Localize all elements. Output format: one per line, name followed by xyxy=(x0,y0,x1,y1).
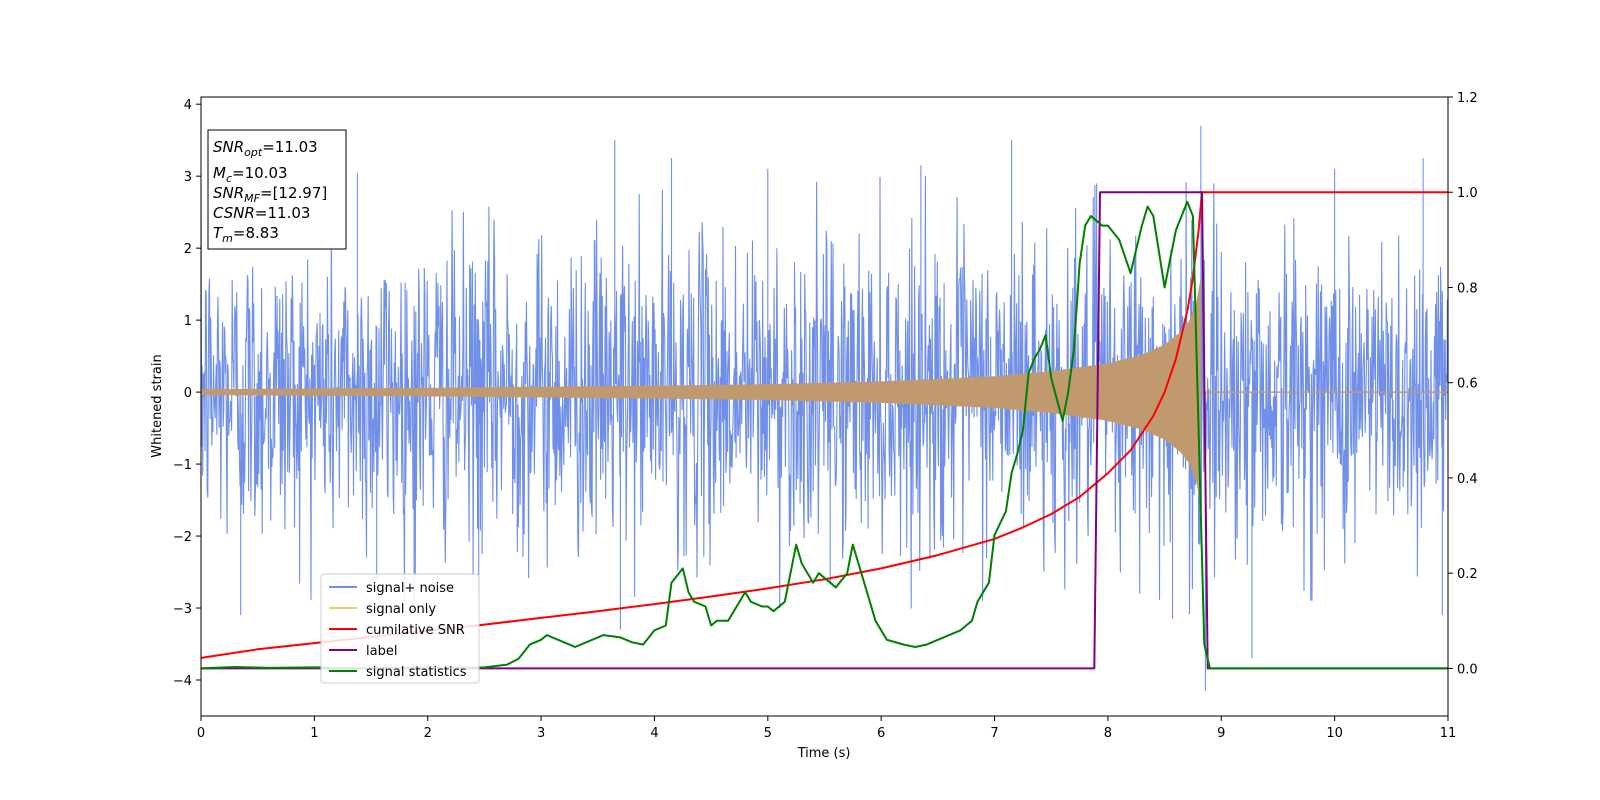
legend-frame xyxy=(320,573,480,684)
y2-tick-label: 1.0 xyxy=(1457,186,1478,201)
info-box: SNRopt=11.03 Mc=10.03SNRMF=[12.97]CSNR=11… xyxy=(207,129,347,250)
plot-series xyxy=(201,125,1448,691)
y-axis-right: 0.0 0.2 0.4 0.6 0.8 1.0 1.2 xyxy=(1448,91,1478,677)
y-tick-label: 2 xyxy=(184,242,192,257)
x-tick-label: 11 xyxy=(1440,726,1457,741)
series-signal-statistics xyxy=(201,200,1448,670)
legend-entry: signal+ noise xyxy=(366,581,454,596)
legend-entry: signal statistics xyxy=(366,665,467,680)
info-box-line: SNRopt=11.03 xyxy=(213,138,318,159)
y2-tick-label: 1.2 xyxy=(1457,91,1478,106)
y-tick-label: −1 xyxy=(173,458,192,473)
legend: signal+ noise signal only cumilative SNR la… xyxy=(320,573,480,684)
x-tick-label: 3 xyxy=(537,726,545,741)
info-box-line: Tm=8.83 xyxy=(213,224,279,245)
y-tick-label: 4 xyxy=(184,98,192,113)
y-tick-label: −2 xyxy=(173,530,192,545)
y2-tick-label: 0.0 xyxy=(1457,662,1478,677)
y-axis-label: Whitened strain xyxy=(150,354,165,457)
info-box-line: CSNR=11.03 xyxy=(213,204,310,222)
x-axis-label: Time (s) xyxy=(797,746,851,761)
y-tick-label: 1 xyxy=(184,314,192,329)
info-box-line: SNRMF=[12.97] xyxy=(213,184,327,205)
x-tick-label: 4 xyxy=(650,726,658,741)
info-box-frame xyxy=(207,129,347,250)
legend-entry: cumilative SNR xyxy=(366,623,465,638)
y2-tick-label: 0.2 xyxy=(1457,567,1478,582)
x-tick-label: 6 xyxy=(877,726,885,741)
x-axis: 0 1 2 3 4 5 6 7 8 9 10 11 xyxy=(197,716,1456,741)
x-tick-label: 1 xyxy=(310,726,318,741)
x-tick-label: 0 xyxy=(197,726,205,741)
series-signal-only-envelope xyxy=(201,276,1201,508)
y-tick-label: 0 xyxy=(184,386,192,401)
x-tick-label: 10 xyxy=(1326,726,1343,741)
info-box-line: Mc=10.03 xyxy=(213,164,288,185)
plot-frame xyxy=(200,96,1449,717)
x-tick-label: 5 xyxy=(764,726,772,741)
x-tick-label: 8 xyxy=(1104,726,1112,741)
x-tick-label: 9 xyxy=(1217,726,1225,741)
y-tick-label: −3 xyxy=(173,602,192,617)
x-tick-label: 7 xyxy=(990,726,998,741)
legend-entry: label xyxy=(366,644,397,659)
y2-tick-label: 0.4 xyxy=(1457,472,1478,487)
y-axis-left: −4 −3 −2 −1 0 1 2 3 4 xyxy=(173,98,201,689)
y2-tick-label: 0.6 xyxy=(1457,377,1478,392)
y2-tick-label: 0.8 xyxy=(1457,281,1478,296)
y-tick-label: 3 xyxy=(184,170,192,185)
legend-entry: signal only xyxy=(366,602,436,617)
y-tick-label: −4 xyxy=(173,674,192,689)
x-tick-label: 2 xyxy=(424,726,432,741)
